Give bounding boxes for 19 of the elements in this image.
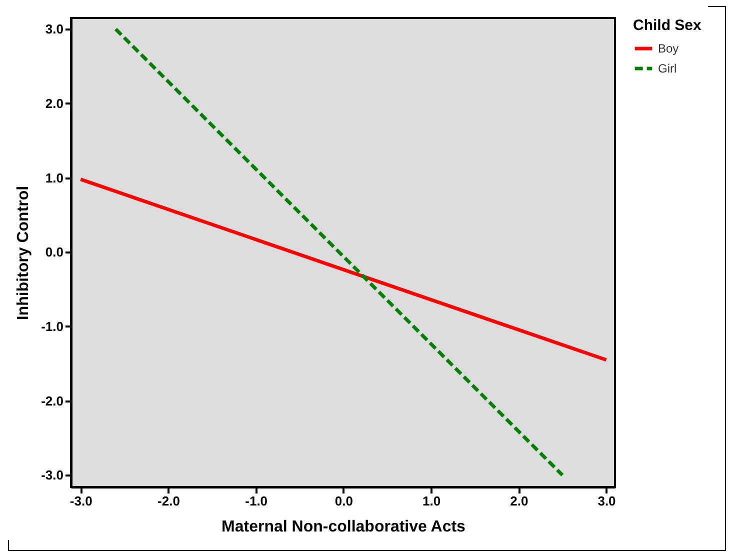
y-tick-label: 3.0 (45, 22, 64, 37)
x-tick-label: 2.0 (510, 494, 528, 508)
x-tick-label: 1.0 (422, 494, 441, 508)
legend-label: Boy (658, 42, 679, 56)
x-tick-label: 3.0 (598, 494, 616, 508)
y-tick-label: -2.0 (41, 393, 64, 408)
y-axis-title: Inhibitory Control (15, 186, 32, 320)
y-tick-label: 0.0 (45, 244, 64, 260)
legend-title: Child Sex (633, 17, 702, 34)
y-tick-label: -1.0 (41, 318, 64, 334)
legend-label: Girl (658, 62, 677, 76)
x-tick-label: 0.0 (334, 494, 353, 508)
y-tick-label: 2.0 (45, 96, 64, 111)
x-axis-title: Maternal Non-collaborative Acts (222, 518, 466, 536)
y-tick-label: 1.0 (45, 170, 64, 186)
x-tick-label: -3.0 (70, 494, 92, 508)
y-tick-label: -3.0 (41, 468, 64, 483)
x-tick-label: -2.0 (158, 494, 180, 508)
x-tick-label: -1.0 (245, 494, 268, 508)
